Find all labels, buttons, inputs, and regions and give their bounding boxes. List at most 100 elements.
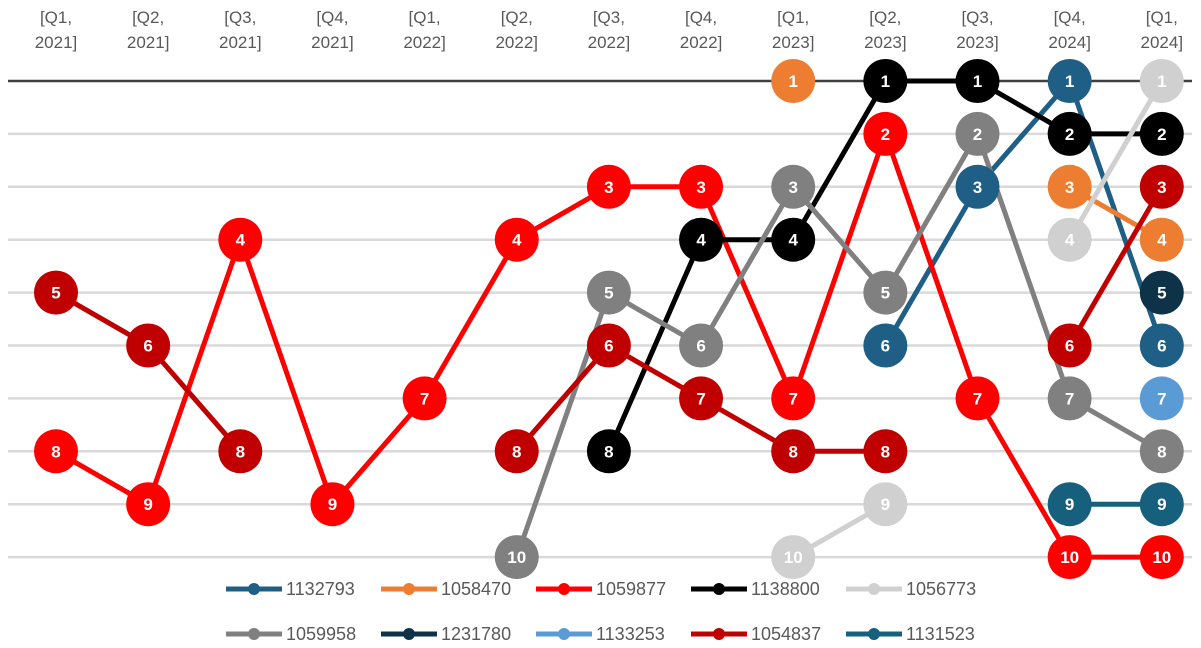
data-point-1059877: 7 bbox=[402, 376, 447, 421]
data-marker bbox=[771, 164, 816, 209]
legend-marker bbox=[713, 583, 725, 595]
data-point-1054837: 3 bbox=[1139, 164, 1184, 209]
data-marker bbox=[863, 482, 908, 527]
data-label: 1 bbox=[788, 72, 797, 91]
data-label: 1 bbox=[1065, 72, 1074, 91]
data-label: 3 bbox=[604, 178, 613, 197]
data-point-1054837: 5 bbox=[34, 270, 78, 315]
data-marker bbox=[1139, 323, 1184, 368]
legend-label: 1138800 bbox=[751, 579, 820, 599]
data-label: 1 bbox=[973, 72, 982, 91]
data-point-1138800: 2 bbox=[1047, 111, 1092, 156]
data-marker bbox=[1047, 59, 1092, 103]
data-label: 5 bbox=[1157, 284, 1166, 303]
series-line-1059877 bbox=[237, 237, 335, 507]
data-marker bbox=[1139, 270, 1184, 315]
series-line-1059958 bbox=[790, 184, 888, 296]
data-marker bbox=[1139, 164, 1184, 209]
data-label: 6 bbox=[1157, 337, 1166, 356]
legend-label: 1231780 bbox=[441, 624, 511, 644]
data-label: 8 bbox=[881, 442, 890, 461]
data-point-1054837: 8 bbox=[494, 429, 539, 474]
data-label: 7 bbox=[696, 389, 705, 408]
data-marker bbox=[679, 376, 724, 421]
data-point-1059958: 5 bbox=[863, 270, 908, 315]
data-label: 9 bbox=[1065, 495, 1074, 514]
data-marker bbox=[586, 323, 631, 368]
x-tick-label: [Q2, 2022] bbox=[495, 8, 538, 52]
data-marker bbox=[494, 535, 539, 580]
legend-label: 1059877 bbox=[596, 579, 666, 599]
data-marker bbox=[586, 270, 631, 315]
data-label: 8 bbox=[512, 442, 521, 461]
data-marker bbox=[771, 59, 816, 103]
data-marker bbox=[1139, 59, 1184, 103]
data-point-1056773: 10 bbox=[771, 535, 816, 580]
data-point-1054837: 8 bbox=[218, 429, 263, 474]
data-label: 6 bbox=[604, 337, 613, 356]
data-point-1138800: 4 bbox=[771, 217, 816, 262]
legend-marker bbox=[868, 628, 880, 640]
data-marker bbox=[402, 376, 447, 421]
data-point-1138800: 8 bbox=[586, 429, 631, 474]
data-label: 5 bbox=[604, 284, 613, 303]
series-line-1059958 bbox=[698, 184, 796, 348]
data-label: 3 bbox=[973, 178, 982, 197]
data-marker bbox=[1139, 217, 1184, 262]
series-line-1132793 bbox=[975, 78, 1073, 190]
data-label: 10 bbox=[784, 548, 803, 567]
data-point-1059877: 10 bbox=[1047, 535, 1092, 580]
data-marker bbox=[1139, 482, 1184, 527]
legend-entry-1054837: 1054837 bbox=[691, 624, 821, 644]
data-point-1132793: 1 bbox=[1047, 59, 1092, 103]
legend: 1132793 1058470 1059877 1138800 1056773 10599… bbox=[226, 579, 976, 644]
data-point-1054837: 8 bbox=[771, 429, 816, 474]
data-label: 6 bbox=[143, 337, 152, 356]
data-marker bbox=[863, 59, 908, 103]
data-marker bbox=[34, 270, 78, 315]
data-point-1132793: 3 bbox=[955, 164, 1000, 209]
data-point-1059877: 9 bbox=[310, 482, 355, 527]
data-marker bbox=[863, 323, 908, 368]
data-point-1054837: 7 bbox=[679, 376, 724, 421]
legend-marker bbox=[403, 628, 415, 640]
x-axis-tick-labels: [Q1, 2021] [Q2, 2021] [Q3, 2021] [Q4, 2021] [Q1,… bbox=[35, 8, 1183, 52]
legend-label: 1133253 bbox=[596, 624, 665, 644]
x-tick-label: [Q3, 2021] bbox=[219, 8, 262, 52]
data-label: 4 bbox=[236, 231, 246, 250]
data-marker bbox=[494, 217, 539, 262]
data-point-1131523: 9 bbox=[1047, 482, 1092, 527]
x-tick-label: [Q1, 2024] bbox=[1141, 8, 1184, 52]
series-line-1138800 bbox=[790, 78, 888, 243]
data-point-1059877: 2 bbox=[863, 111, 908, 156]
data-point-1059877: 4 bbox=[494, 217, 539, 262]
data-marker bbox=[1139, 376, 1184, 421]
series-line-1059877 bbox=[145, 237, 243, 507]
data-label: 7 bbox=[788, 389, 797, 408]
series-lines bbox=[53, 78, 1165, 560]
data-marker bbox=[863, 270, 908, 315]
series-line-1054837 bbox=[145, 343, 243, 454]
data-point-1231780: 5 bbox=[1139, 270, 1184, 315]
series-line-1138800 bbox=[606, 237, 704, 454]
data-marker bbox=[771, 535, 816, 580]
legend-entry-1132793: 1132793 bbox=[226, 579, 355, 599]
series-line-1059877 bbox=[698, 184, 796, 401]
data-point-1058470: 4 bbox=[1139, 217, 1184, 262]
x-tick-label: [Q3, 2022] bbox=[588, 8, 631, 52]
x-tick-label: [Q4, 2021] bbox=[311, 8, 354, 52]
data-marker bbox=[126, 323, 171, 368]
data-marker bbox=[1047, 164, 1092, 209]
data-label: 4 bbox=[696, 231, 706, 250]
data-marker bbox=[679, 323, 724, 368]
series-markers: 6 3 1 6 1 3 4 8 9 4 9 7 4 3 3 7 2 7 10 10 8 4 4 1 1 2 2 10 9 4 1 10 5 6 3 5… bbox=[34, 59, 1184, 580]
data-label: 6 bbox=[696, 337, 705, 356]
data-marker bbox=[586, 164, 631, 209]
x-tick-label: [Q2, 2023] bbox=[864, 8, 907, 52]
legend-marker bbox=[713, 628, 725, 640]
data-point-1056773: 9 bbox=[863, 482, 908, 527]
legend-marker bbox=[868, 583, 880, 595]
data-marker bbox=[1139, 111, 1184, 156]
x-tick-label: [Q4, 2022] bbox=[680, 8, 723, 52]
data-point-1058470: 1 bbox=[771, 59, 816, 103]
